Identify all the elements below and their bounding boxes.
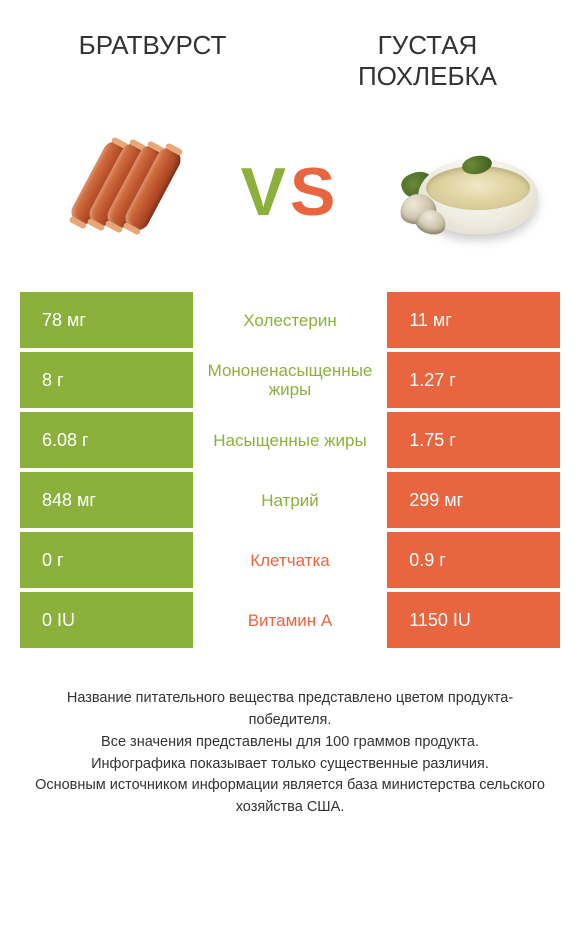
comparison-images-row: VS <box>0 102 580 292</box>
nutrient-label: Насыщенные жиры <box>193 412 387 468</box>
food-title-right: ГУСТАЯ ПОХЛЕБКА <box>315 30 540 92</box>
vs-label: VS <box>241 153 340 231</box>
footer-line: Все значения представлены для 100 граммо… <box>30 732 550 754</box>
sausages-icon <box>50 137 170 247</box>
value-right: 1150 IU <box>387 592 560 648</box>
footer-notes: Название питательного вещества представл… <box>0 688 580 819</box>
food-title-left: БРАТВУРСТ <box>40 30 265 92</box>
nutrient-label: Клетчатка <box>193 532 387 588</box>
nutrient-label: Мононенасыщенные жиры <box>193 352 387 408</box>
table-row: 6.08 гНасыщенные жиры1.75 г <box>20 412 560 468</box>
table-row: 78 мгХолестерин11 мг <box>20 292 560 348</box>
food-image-right <box>400 122 540 262</box>
vs-letter-v: V <box>241 154 290 230</box>
table-row: 0 IUВитамин A1150 IU <box>20 592 560 648</box>
value-left: 0 г <box>20 532 193 588</box>
nutrient-label: Натрий <box>193 472 387 528</box>
footer-line: Основным источником информации является … <box>30 775 550 819</box>
vs-letter-s: S <box>290 154 339 230</box>
header: БРАТВУРСТ ГУСТАЯ ПОХЛЕБКА <box>0 0 580 102</box>
value-right: 1.75 г <box>387 412 560 468</box>
footer-line: Название питательного вещества представл… <box>30 688 550 732</box>
nutrient-label: Витамин A <box>193 592 387 648</box>
table-row: 0 гКлетчатка0.9 г <box>20 532 560 588</box>
food-image-left <box>40 122 180 262</box>
nutrition-table: 78 мгХолестерин11 мг8 гМононенасыщенные … <box>20 292 560 648</box>
footer-line: Инфографика показывает только существенн… <box>30 754 550 776</box>
value-left: 78 мг <box>20 292 193 348</box>
value-left: 6.08 г <box>20 412 193 468</box>
value-left: 8 г <box>20 352 193 408</box>
value-left: 0 IU <box>20 592 193 648</box>
value-right: 11 мг <box>387 292 560 348</box>
table-row: 848 мгНатрий299 мг <box>20 472 560 528</box>
value-right: 0.9 г <box>387 532 560 588</box>
value-right: 299 мг <box>387 472 560 528</box>
value-left: 848 мг <box>20 472 193 528</box>
table-row: 8 гМононенасыщенные жиры1.27 г <box>20 352 560 408</box>
nutrient-label: Холестерин <box>193 292 387 348</box>
chowder-icon <box>400 132 540 252</box>
value-right: 1.27 г <box>387 352 560 408</box>
